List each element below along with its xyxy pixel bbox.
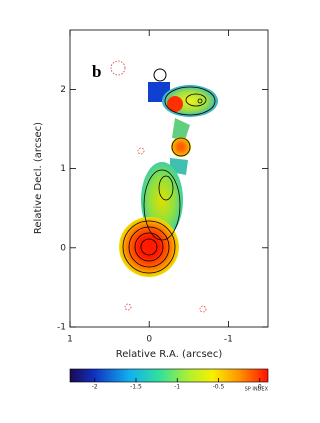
y-tick-label: 2 [60,85,66,95]
colorbar-tick-label: -1 [174,384,180,391]
colorbar-tick-label: -2 [92,384,98,391]
colorbar-tick-label: -0.5 [213,384,225,391]
x-tick-label: -1 [224,335,233,345]
plot-frame [69,29,269,328]
x-tick-label: 1 [67,335,73,345]
y-tick-label: -1 [57,323,66,333]
y-tick-label: 1 [60,164,66,174]
y-axis-label: Relative Decl. (arcsec) [33,122,44,234]
colorbar [69,368,269,383]
colorbar-tick-label: 0 [258,384,262,391]
x-axis-label: Relative R.A. (arcsec) [116,349,223,360]
x-tick-label: 0 [146,335,152,345]
y-tick-label: 0 [60,243,66,253]
panel-label: b [92,62,101,81]
colorbar-label: SP INDEX [245,387,269,393]
emission-map [110,60,218,313]
colorbar-tick-label: -1.5 [130,384,142,391]
